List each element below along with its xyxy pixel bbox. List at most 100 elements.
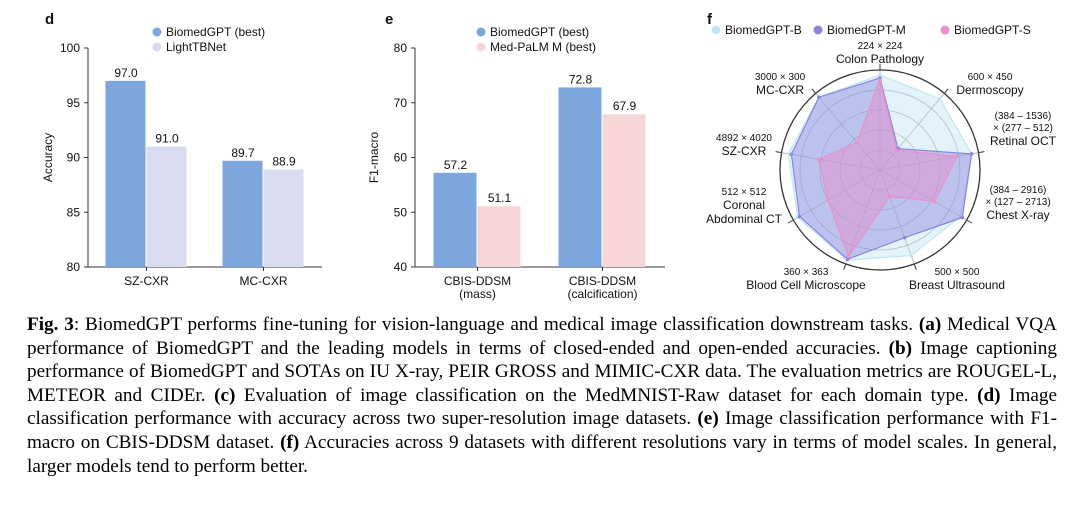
caption-label-b: (b): [888, 337, 913, 359]
f-axis-tick: [775, 151, 782, 154]
f-point-biomedgpt-s: [955, 154, 959, 159]
caption-text-a: Medical VQA performance of BiomedGPT and…: [27, 314, 1057, 359]
d-y-tick-label: 100: [60, 41, 80, 55]
d-data-label: 89.7: [231, 146, 255, 160]
f-axis-tick: [966, 219, 973, 224]
f-axis-name-7-line-1: Coronal: [723, 198, 765, 212]
caption-label-f: (f): [280, 431, 300, 453]
caption-text-e: Image classification performance with F1…: [27, 408, 1057, 453]
f-point-biomedgpt-b: [878, 73, 882, 77]
f-series-biomedgpt-s: [818, 77, 958, 258]
f-spoke: [879, 93, 945, 171]
f-axis-resolution-2: 600 × 450: [968, 72, 1013, 83]
f-axis-resolution-1: 224 × 224: [858, 41, 903, 52]
f-legend-marker: [711, 25, 721, 35]
f-spoke: [845, 169, 881, 265]
f-axis-name-8: SZ-CXR: [722, 144, 767, 158]
f-point-biomedgpt-m: [789, 152, 794, 157]
d-legend-marker: [152, 27, 162, 37]
e-y-axis-label: F1-macro: [367, 132, 381, 184]
f-spoke: [815, 93, 881, 171]
f-axis-name-2: Dermoscopy: [956, 83, 1023, 97]
d-data-label: 97.0: [114, 66, 138, 80]
d-y-tick-label: 90: [67, 151, 81, 165]
f-point-biomedgpt-s: [846, 254, 851, 259]
figure-caption: Fig. 3: BiomedGPT performs fine-tuning f…: [27, 313, 1057, 478]
f-axis-name-6: Blood Cell Microscope: [746, 278, 866, 292]
f-axis-name-1: Colon Pathology: [836, 52, 924, 66]
f-spoke: [879, 152, 979, 171]
d-y-tick-label: 85: [67, 205, 81, 219]
e-legend-entry: BiomedGPT (best): [490, 25, 589, 39]
e-x-tick-label-2-line-1: CBIS-DDSM: [569, 274, 636, 288]
f-axis-resolution-6: 360 × 363: [784, 267, 829, 278]
f-point-biomedgpt-m: [969, 152, 974, 156]
f-axis-resolution-3-line-2: × (277 – 512): [993, 123, 1053, 134]
f-point-biomedgpt-m: [817, 95, 821, 100]
f-axis-tick: [978, 151, 985, 154]
f-axis-resolution-3-line-1: (384 – 1536): [995, 111, 1052, 122]
d-legend-marker: [152, 42, 162, 52]
f-legend-entry: BiomedGPT-M: [827, 23, 906, 37]
caption-label-d: (d): [977, 384, 1001, 406]
caption-fig-label: Fig. 3: [27, 314, 74, 335]
d-bar-lighttbnet-1: [146, 146, 187, 267]
caption-label-e: (e): [697, 408, 719, 430]
f-axis-name-9: MC-CXR: [756, 83, 804, 97]
f-point-biomedgpt-m: [845, 257, 850, 262]
d-bar-lighttbnet-2: [263, 169, 304, 267]
panel-label-d: d: [45, 11, 54, 28]
f-axis-resolution-4-line-1: (384 – 2916): [990, 185, 1047, 196]
f-spoke: [793, 169, 881, 221]
f-axis-tick: [787, 219, 794, 224]
e-bar-med-palm-m-best--2: [602, 114, 646, 267]
f-point-biomedgpt-b: [909, 253, 913, 258]
f-point-biomedgpt-m: [797, 214, 802, 219]
f-axis-name-3: Retinal OCT: [990, 134, 1057, 148]
d-legend-entry: BiomedGPT (best): [166, 25, 265, 39]
f-point-biomedgpt-s: [887, 194, 892, 199]
f-axis-tick: [913, 263, 917, 270]
caption-label-a: (a): [918, 314, 942, 335]
f-legend-marker: [940, 25, 950, 35]
e-x-tick-label-1-line-1: CBIS-DDSM: [444, 274, 511, 288]
e-legend-marker: [476, 27, 486, 37]
e-legend-marker: [476, 42, 486, 52]
f-axis-resolution-5: 500 × 500: [935, 267, 980, 278]
f-axis-resolution-8: 4892 × 4020: [716, 133, 772, 144]
d-x-tick-label-1: SZ-CXR: [124, 274, 169, 288]
e-data-label: 67.9: [613, 99, 637, 113]
panel-label-f: f: [707, 11, 713, 28]
f-axis-name-5: Breast Ultrasound: [909, 278, 1005, 292]
f-axis-resolution-7: 512 × 512: [722, 187, 767, 198]
e-bar-med-palm-m-best--1: [477, 206, 521, 267]
d-bar-biomedgpt-best--1: [105, 80, 146, 267]
caption-label-c: (c): [214, 384, 236, 406]
d-bar-biomedgpt-best--2: [222, 160, 263, 267]
caption-text-b: Image captioning performance of BiomedGP…: [27, 337, 1057, 406]
e-y-tick-label: 60: [394, 151, 408, 165]
figure-3: d 80 85 90 95 100 Accuracy SZ-CXR 97.0 91.0 MC-CXR…: [41, 11, 1057, 301]
d-data-label: 91.0: [155, 132, 179, 146]
f-series-biomedgpt-m: [790, 77, 973, 260]
f-point-biomedgpt-s: [855, 140, 859, 145]
e-data-label: 72.8: [569, 72, 593, 86]
f-axis-resolution-9: 3000 × 300: [755, 72, 806, 83]
d-legend-entry: LightTBNet: [166, 40, 227, 54]
e-bar-biomedgpt-best--1: [433, 172, 477, 267]
e-y-tick-label: 50: [394, 205, 408, 219]
caption-text-c: Evaluation of image classification on th…: [235, 384, 978, 406]
caption-text-f: Accuracies across 9 datasets with differ…: [27, 431, 1057, 477]
e-y-tick-label: 40: [394, 260, 408, 274]
e-data-label: 51.1: [488, 191, 512, 205]
f-point-biomedgpt-s: [817, 157, 821, 162]
f-point-biomedgpt-s: [878, 78, 882, 82]
d-y-tick-label: 95: [67, 96, 81, 110]
f-point-biomedgpt-s: [826, 198, 830, 202]
panel-label-e: e: [385, 11, 393, 28]
e-bar-biomedgpt-best--2: [558, 87, 602, 267]
f-series-biomedgpt-b: [787, 74, 973, 261]
d-x-tick-label-2: MC-CXR: [240, 274, 288, 288]
f-legend-entry: BiomedGPT-S: [954, 23, 1031, 37]
e-y-tick-label: 70: [394, 96, 408, 110]
